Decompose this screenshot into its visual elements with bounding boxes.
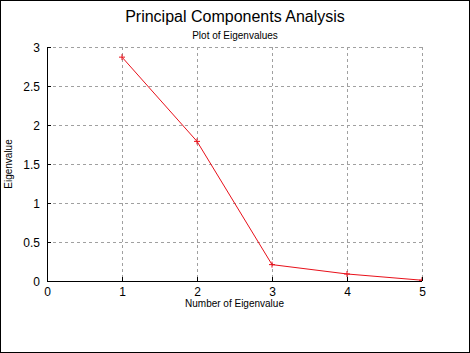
title: Principal Components Analysis	[125, 8, 345, 25]
x-tick-label: 0	[44, 285, 51, 299]
point-marker	[269, 262, 275, 268]
x-tick	[197, 277, 198, 281]
data-group	[119, 54, 422, 281]
y-tick-label: 0	[33, 275, 40, 289]
x-tick	[272, 277, 273, 281]
y-grid-line	[47, 164, 422, 165]
y-tick-label: 3	[33, 41, 40, 55]
x-tick-label: 2	[194, 285, 201, 299]
y-axis-label: Eigenvalue	[3, 139, 14, 189]
x-tick	[422, 277, 423, 281]
grid	[47, 47, 423, 282]
x-grid-line	[47, 47, 48, 281]
x-tick	[347, 277, 348, 281]
y-tick-label: 1.5	[23, 158, 40, 172]
point-marker	[344, 271, 350, 277]
axes: 0 0.5 1 1.5 2 2.5 3 0 1 2 3 4 5	[23, 41, 426, 300]
y-grid-line	[47, 86, 422, 87]
x-grid-line	[272, 47, 273, 281]
x-grid-line	[422, 47, 423, 281]
y-grid-line	[47, 125, 422, 126]
y-tick-label: 0.5	[23, 236, 40, 250]
x-axis-label: Number of Eigenvalue	[185, 298, 284, 309]
y-tick-label: 2	[33, 119, 40, 133]
x-grid-line	[347, 47, 348, 281]
x-grid-line	[197, 47, 198, 281]
x-tick-label: 3	[269, 285, 276, 299]
y-tick-label: 2.5	[23, 80, 40, 94]
y-tick-label: 1	[33, 197, 40, 211]
chart-container: Principal Components Analysis Plot of Eig…	[0, 0, 470, 353]
x-tick	[122, 277, 123, 281]
point-marker	[194, 138, 200, 144]
y-axis-line	[47, 47, 48, 281]
point-marker	[119, 54, 125, 60]
y-grid-line	[47, 47, 422, 48]
x-tick-label: 5	[419, 285, 426, 299]
y-grid-line	[47, 281, 422, 282]
y-grid-line	[47, 242, 422, 243]
chart-svg: Principal Components Analysis Plot of Eig…	[0, 0, 470, 353]
x-grid-line	[122, 47, 123, 281]
point-marker	[419, 277, 422, 281]
x-tick-label: 1	[119, 285, 126, 299]
x-tick-label: 4	[344, 285, 351, 299]
subtitle: Plot of Eigenvalues	[192, 30, 278, 41]
series-line	[122, 57, 422, 280]
x-axis-line	[47, 281, 422, 282]
outer-border	[1, 1, 470, 353]
